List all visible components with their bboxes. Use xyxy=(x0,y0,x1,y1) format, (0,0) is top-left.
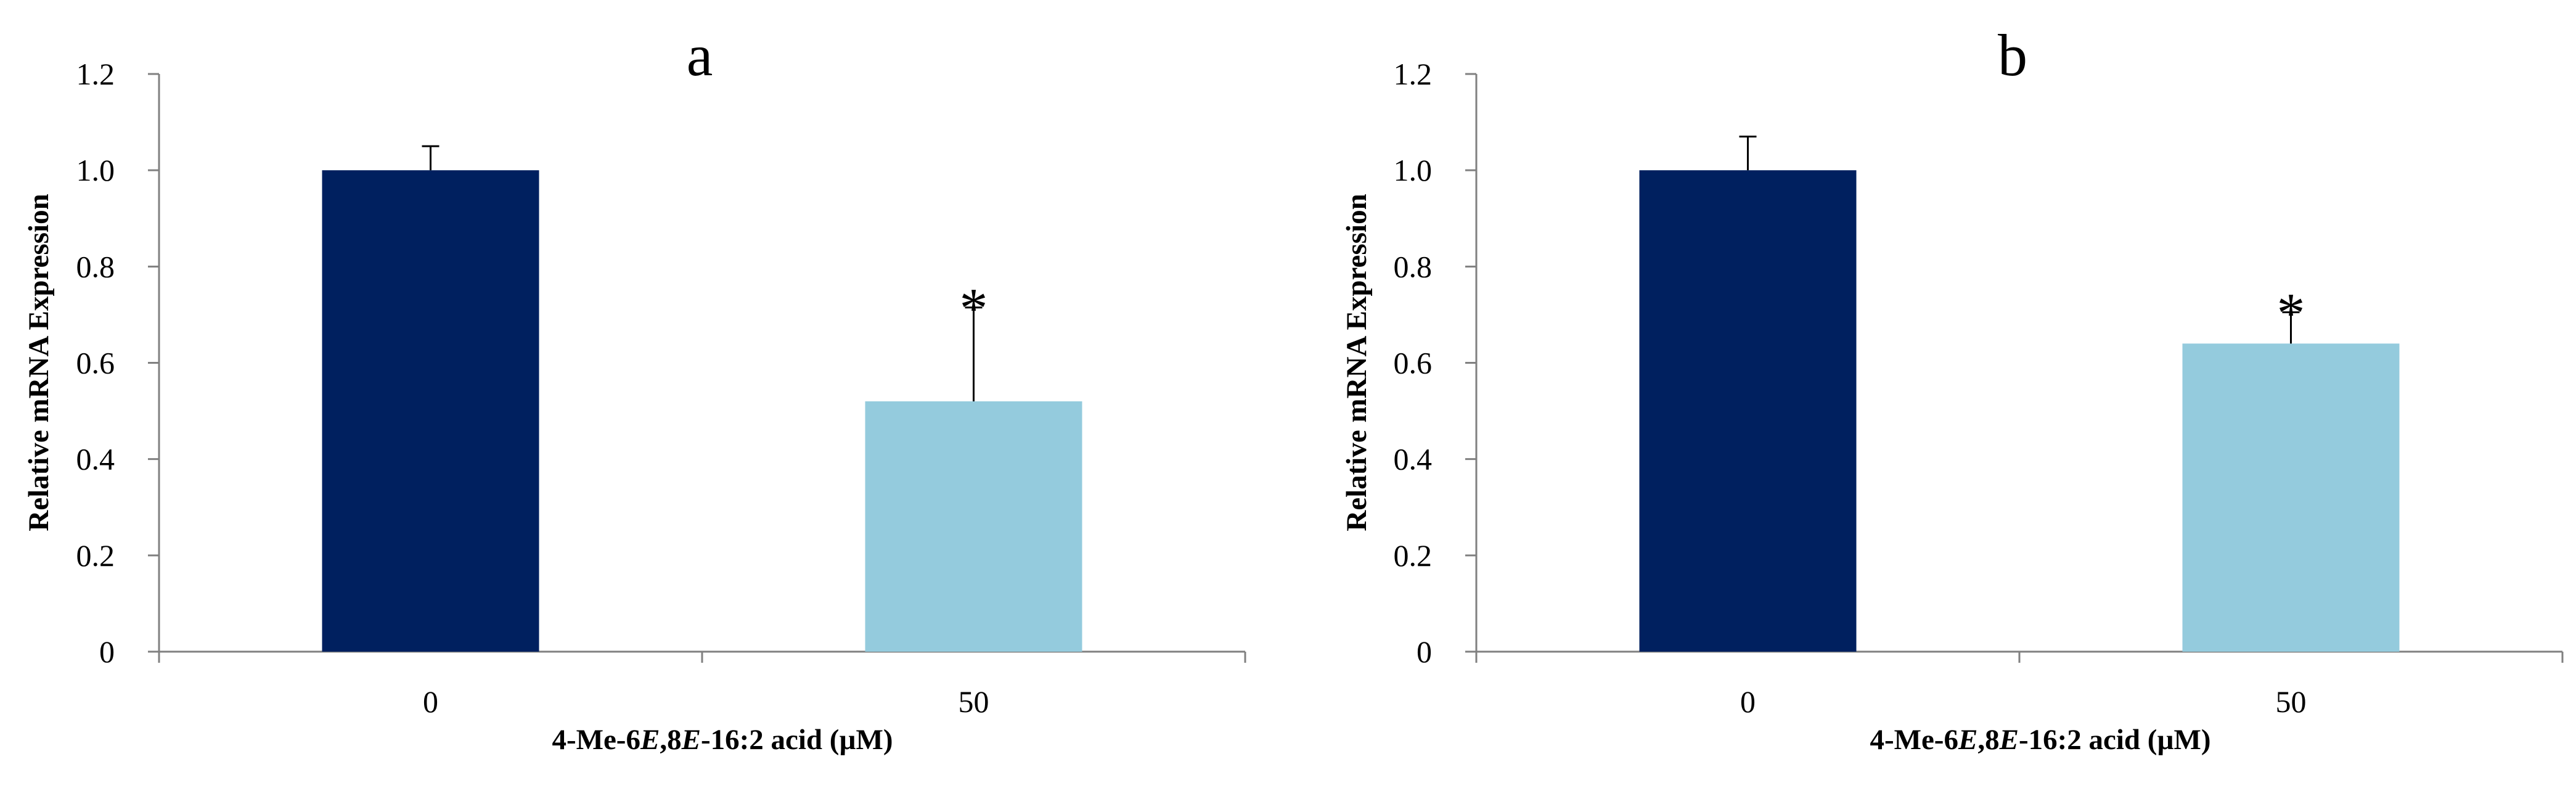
y-axis-label: Relative mRNA Expression xyxy=(23,194,55,531)
x-axis-label-part: E xyxy=(681,724,701,756)
y-tick-label: 1.2 xyxy=(76,57,115,91)
x-axis-label-part: 4-Me-6 xyxy=(552,724,640,756)
y-tick-label: 0.2 xyxy=(76,538,115,573)
x-axis-label-part: 4-Me-6 xyxy=(1870,724,1958,756)
y-tick-label: 0.6 xyxy=(76,346,115,380)
y-tick-label: 0.4 xyxy=(76,442,115,477)
x-axis-label-part: ,8 xyxy=(1977,724,1999,756)
chart-b: b 0 0.2 0.4 0.6 0.8 1.0 1.2 0 * 50 Relative mRNA Ex… xyxy=(1341,22,2564,756)
chart-a: a 0 0.2 0.4 0.6 0.8 1.0 1.2 0 * 50 Relative mRNA Ex… xyxy=(23,22,1246,756)
significance-marker: * xyxy=(960,277,988,340)
y-tick-label: 1.0 xyxy=(76,153,115,187)
bar-50 xyxy=(865,401,1082,652)
y-tick-label: 0 xyxy=(99,634,115,669)
x-axis-label-part: E xyxy=(640,724,660,756)
x-axis-label-part: -16:2 acid (µM) xyxy=(701,724,893,756)
x-tick-label: 50 xyxy=(2276,684,2307,719)
y-tick-label: 0.6 xyxy=(1394,346,1433,380)
y-tick-label: 0.4 xyxy=(1394,442,1433,477)
x-axis-label-part: -16:2 acid (µM) xyxy=(2019,724,2211,756)
bar-0 xyxy=(322,170,539,652)
y-tick-label: 0.2 xyxy=(1394,538,1433,573)
x-axis-label: 4-Me-6E,8E-16:2 acid (µM) xyxy=(552,724,893,756)
x-tick-label: 0 xyxy=(1740,684,1756,719)
y-tick-label: 1.2 xyxy=(1394,57,1433,91)
x-axis-label: 4-Me-6E,8E-16:2 acid (µM) xyxy=(1870,724,2210,756)
chart-title: a xyxy=(687,22,713,88)
y-axis-label: Relative mRNA Expression xyxy=(1341,194,1373,531)
x-tick-label: 0 xyxy=(423,684,438,719)
bar-0 xyxy=(1639,170,1857,652)
chart-title: b xyxy=(1998,22,2027,88)
y-tick-label: 1.0 xyxy=(1394,153,1433,187)
significance-marker: * xyxy=(2277,282,2305,345)
x-axis-label-part: ,8 xyxy=(660,724,681,756)
x-axis-label-part: E xyxy=(1958,724,1977,756)
y-tick-label: 0 xyxy=(1417,634,1432,669)
y-tick-label: 0.8 xyxy=(1394,249,1433,284)
x-axis-label-part: E xyxy=(1999,724,2019,756)
y-tick-label: 0.8 xyxy=(76,249,115,284)
bar-50 xyxy=(2182,343,2400,652)
x-tick-label: 50 xyxy=(959,684,989,719)
